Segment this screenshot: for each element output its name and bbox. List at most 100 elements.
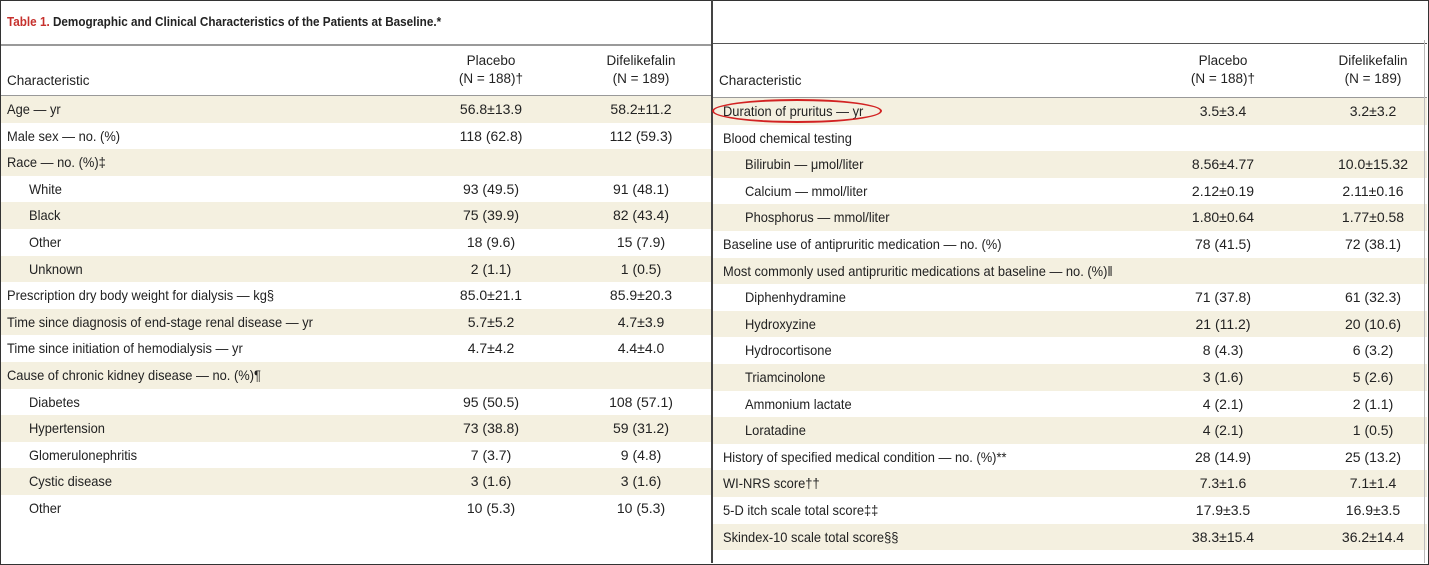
table-row: Hypertension 73 (38.8) 59 (31.2): [1, 415, 711, 442]
placebo-value: 2 (1.1): [470, 260, 512, 277]
header-difelikefalin-n: (N = 189): [612, 71, 670, 86]
table-row: Black 75 (39.9) 82 (43.4): [1, 202, 711, 229]
difelikefalin-value: 4.7±3.9: [617, 313, 665, 330]
table-row: Loratadine 4 (2.1) 1 (0.5): [713, 417, 1427, 444]
row-label: Skindex-10 scale total score§§: [723, 528, 899, 545]
table-header-right: Characteristic Placebo (N = 188)† Difeli…: [713, 46, 1427, 94]
placebo-value: 73 (38.8): [462, 420, 520, 437]
placebo-value: 118 (62.8): [459, 127, 523, 144]
difelikefalin-value: 85.9±20.3: [609, 287, 673, 304]
row-label: Hydrocortisone: [745, 342, 832, 359]
placebo-value: 4 (2.1): [1202, 422, 1244, 439]
right-edge-line: [1424, 40, 1425, 563]
row-label: Diabetes: [29, 393, 80, 410]
table-number: Table 1.: [7, 14, 50, 29]
header-rule: [1, 95, 711, 96]
row-label: 5-D itch scale total score‡‡: [723, 501, 879, 518]
highlight-circle: [712, 99, 882, 123]
header-difelikefalin-n-right: (N = 189): [1344, 71, 1402, 86]
table-row: Other 18 (9.6) 15 (7.9): [1, 229, 711, 256]
row-label: Blood chemical testing: [723, 129, 852, 146]
header-rule-right: [713, 97, 1427, 98]
table-row: Ammonium lactate 4 (2.1) 2 (1.1): [713, 391, 1427, 418]
panel-divider: [711, 0, 713, 563]
right-title-bar: [713, 0, 1427, 44]
table-row: Time since diagnosis of end-stage renal …: [1, 308, 711, 336]
table-row: Cystic disease 3 (1.6) 3 (1.6): [1, 468, 711, 495]
header-placebo: Placebo (N = 188)†: [431, 52, 551, 88]
placebo-value: 2.12±0.19: [1191, 182, 1255, 199]
difelikefalin-value: 2 (1.1): [1352, 395, 1394, 412]
table-row: Bilirubin — μmol/liter 8.56±4.77 10.0±15.3…: [713, 151, 1427, 178]
difelikefalin-value: 7.1±1.4: [1349, 475, 1397, 492]
row-label: WI-NRS score††: [723, 475, 820, 492]
difelikefalin-value: 5 (2.6): [1352, 368, 1394, 385]
difelikefalin-value: 10.0±15.32: [1338, 156, 1408, 173]
difelikefalin-value: 15 (7.9): [616, 233, 666, 250]
header-characteristic: Characteristic: [7, 73, 90, 88]
placebo-value: 3.5±3.4: [1199, 103, 1247, 119]
row-label: Calcium — mmol/liter: [745, 182, 868, 199]
placebo-value: 10 (5.3): [466, 499, 516, 516]
row-label: Hypertension: [29, 420, 105, 437]
table-row: Male sex — no. (%) 118 (62.8) 112 (59.3): [1, 123, 711, 150]
difelikefalin-value: 3 (1.6): [620, 473, 662, 490]
difelikefalin-value: 108 (57.1): [609, 393, 673, 410]
table-row: Diabetes 95 (50.5) 108 (57.1): [1, 389, 711, 416]
table-left-panel: Table 1. Demographic and Clinical Charac…: [1, 0, 711, 563]
placebo-value: 56.8±13.9: [459, 101, 523, 117]
difelikefalin-value: 91 (48.1): [612, 180, 670, 197]
row-label: White: [29, 180, 62, 197]
table-row: Skindex-10 scale total score§§ 38.3±15.4 3…: [713, 523, 1427, 551]
difelikefalin-value: 82 (43.4): [612, 207, 670, 224]
table-row: Other 10 (5.3) 10 (5.3): [1, 495, 711, 522]
header-placebo-label: Placebo: [466, 53, 516, 68]
table-row: Blood chemical testing: [713, 125, 1427, 152]
difelikefalin-value: 36.2±14.4: [1341, 528, 1405, 545]
table-row: Calcium — mmol/liter 2.12±0.19 2.11±0.16: [713, 178, 1427, 205]
difelikefalin-value: 112 (59.3): [609, 127, 673, 144]
header-placebo-right: Placebo (N = 188)†: [1163, 52, 1283, 88]
placebo-value: 4.7±4.2: [467, 340, 515, 357]
placebo-value: 18 (9.6): [466, 233, 516, 250]
header-placebo-n: (N = 188)†: [458, 71, 524, 86]
row-label: Hydroxyzine: [745, 315, 816, 332]
placebo-value: 95 (50.5): [462, 393, 520, 410]
header-characteristic-right: Characteristic: [719, 73, 802, 88]
difelikefalin-value: 72 (38.1): [1344, 235, 1402, 252]
difelikefalin-value: 3.2±3.2: [1349, 103, 1397, 119]
difelikefalin-value: 4.4±4.0: [617, 340, 665, 357]
table-right-panel: Characteristic Placebo (N = 188)† Difeli…: [712, 0, 1427, 563]
table-row: Duration of pruritus — yr 3.5±3.4 3.2±3.2: [712, 98, 1427, 125]
placebo-value: 21 (11.2): [1195, 315, 1251, 332]
row-label: Other: [29, 233, 62, 250]
difelikefalin-value: 6 (3.2): [1352, 342, 1394, 359]
table-body-left: Age — yr 56.8±13.9 58.2±11.2 Male sex — no.…: [1, 96, 711, 522]
table-row: Most commonly used antipruritic medicati…: [713, 257, 1427, 285]
row-label: Other: [29, 499, 62, 516]
difelikefalin-value: 1 (0.5): [620, 260, 662, 277]
placebo-value: 85.0±21.1: [459, 287, 523, 304]
table-row: Prescription dry body weight for dialysi…: [1, 282, 711, 309]
placebo-value: 78 (41.5): [1194, 235, 1252, 252]
header-placebo-label-right: Placebo: [1198, 53, 1248, 68]
row-label: Phosphorus — mmol/liter: [745, 209, 890, 226]
placebo-value: 8 (4.3): [1202, 342, 1244, 359]
table-row: Race — no. (%)‡: [1, 149, 711, 176]
placebo-value: 7.3±1.6: [1199, 475, 1247, 492]
table-row: Cause of chronic kidney disease — no. (%…: [1, 361, 711, 389]
difelikefalin-value: 59 (31.2): [612, 420, 670, 437]
placebo-value: 93 (49.5): [462, 180, 520, 197]
table-row: Diphenhydramine 71 (37.8) 61 (32.3): [713, 284, 1427, 311]
table-row: Age — yr 56.8±13.9 58.2±11.2: [1, 96, 711, 123]
difelikefalin-value: 16.9±3.5: [1345, 501, 1401, 518]
table-title-bar: Table 1. Demographic and Clinical Charac…: [1, 0, 711, 46]
row-label: Male sex — no. (%): [7, 127, 121, 144]
placebo-value: 75 (39.9): [462, 207, 520, 224]
difelikefalin-value: 58.2±11.2: [610, 101, 672, 117]
placebo-value: 3 (1.6): [470, 473, 512, 490]
row-label: Diphenhydramine: [745, 289, 846, 306]
table-row: Hydroxyzine 21 (11.2) 20 (10.6): [713, 310, 1427, 338]
difelikefalin-value: 20 (10.6): [1344, 315, 1402, 332]
table-row: Triamcinolone 3 (1.6) 5 (2.6): [713, 363, 1427, 391]
